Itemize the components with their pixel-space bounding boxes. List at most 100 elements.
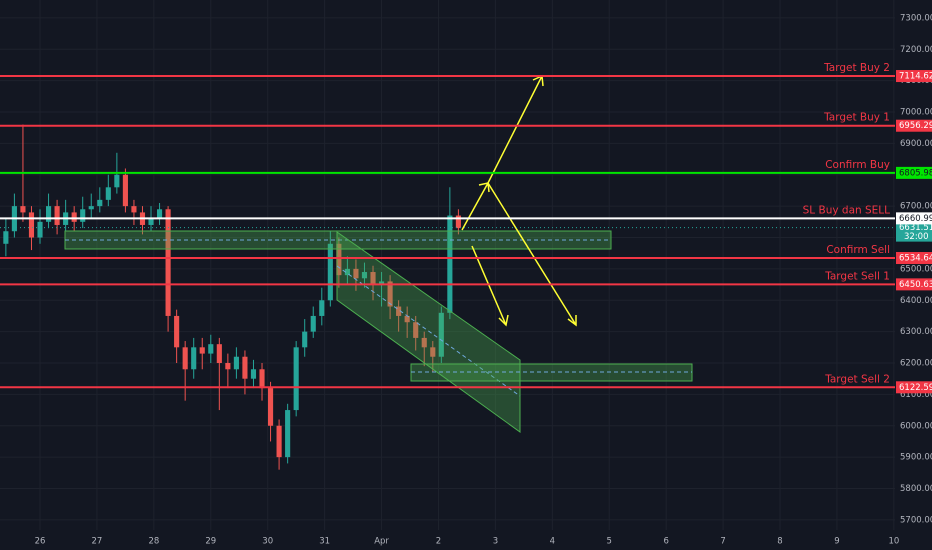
arrows [461, 74, 577, 327]
candle-body [370, 272, 376, 285]
candle-body [259, 369, 265, 389]
candle-body [165, 209, 171, 316]
level-tag-label: 6956.29 [899, 121, 932, 131]
candle-body [413, 322, 419, 338]
level-tag [896, 381, 932, 394]
x-tick-label: 27 [92, 537, 103, 547]
x-tick-label: 30 [262, 537, 273, 547]
candle-body [45, 206, 52, 222]
x-tick-label: 7 [720, 537, 725, 547]
y-tick-label: 6900.00 [900, 139, 932, 149]
candle-body [28, 212, 35, 238]
level-label: Target Sell 1 [824, 270, 890, 282]
level-label: Confirm Buy [825, 159, 890, 171]
x-tick-label: 28 [148, 537, 159, 547]
candle-body [37, 221, 43, 238]
x-tick-label: 5 [607, 537, 612, 547]
arrow [471, 245, 507, 326]
candle-body [336, 243, 342, 276]
x-tick-label: 26 [35, 537, 46, 547]
level-tag [896, 252, 932, 265]
level-tag [896, 119, 932, 132]
y-tick-label: 6700.00 [900, 202, 932, 212]
candle-body [156, 209, 163, 219]
candle-body [455, 215, 461, 229]
level-tag-label: 6660.99 [899, 214, 932, 224]
y-tick-label: 6300.00 [900, 327, 932, 337]
candle-body [88, 206, 94, 210]
candle-body [267, 388, 274, 426]
level-tag-label: 6534.64 [899, 254, 932, 264]
x-tick-label: 9 [834, 537, 839, 547]
y-tick-label: 6400.00 [900, 296, 932, 306]
level-label: Target Buy 1 [823, 112, 890, 124]
levels: Target Buy 2 Target Buy 1 Confirm Buy SL Bu… [0, 62, 895, 389]
level-tag [896, 166, 932, 179]
candle-body [216, 344, 222, 364]
y-tick-label: 6000.00 [900, 421, 932, 431]
candle-body [310, 315, 316, 332]
candle-body [250, 369, 257, 379]
channel [336, 231, 521, 433]
candle-body [353, 268, 359, 279]
x-tick-label: 31 [319, 537, 330, 547]
candle-body [148, 218, 154, 225]
y-tick-label: 7200.00 [900, 45, 932, 55]
x-tick-label: 4 [550, 537, 555, 547]
candle-body [191, 347, 197, 370]
y-tick-label: 6200.00 [900, 359, 932, 369]
candles [3, 124, 461, 470]
candle-body [199, 347, 205, 354]
x-tick-label: 6 [663, 537, 668, 547]
level-tag-label: 6805.98 [899, 168, 932, 178]
candle-body [114, 174, 120, 188]
x-tick-label: 10 [888, 537, 899, 547]
candle-body [122, 174, 128, 207]
candle-body [80, 209, 86, 222]
candle-body [54, 206, 60, 225]
level-tag [896, 278, 932, 291]
candle-body [182, 347, 188, 370]
x-tick-label: Apr [374, 537, 389, 547]
y-tick-label: 6100.00 [900, 390, 932, 400]
x-tick-label: 29 [205, 537, 216, 547]
axis-labels: 5700.00 5800.00 5900.00 6000.00 6100.00 6200.… [0, 13, 932, 547]
candle-body [319, 300, 325, 316]
candle-body [430, 347, 436, 357]
level-label: Confirm Sell [826, 244, 890, 256]
candle-body [208, 344, 214, 354]
x-tick-label: 8 [777, 537, 782, 547]
grid [0, 0, 895, 530]
y-tick-label: 5900.00 [900, 453, 932, 463]
arrow [487, 182, 577, 326]
y-tick-label: 6500.00 [900, 264, 932, 274]
candle-body [131, 206, 137, 213]
candle-body [438, 312, 444, 357]
level-tag-label: 6450.63 [899, 280, 932, 290]
level-tag [896, 70, 932, 83]
candle-body [378, 281, 385, 285]
candle-body [276, 425, 282, 458]
y-tick-label: 5800.00 [900, 484, 932, 494]
candle-body [421, 337, 427, 348]
candle-body [396, 306, 402, 316]
candle-body [447, 215, 453, 313]
x-tick-label: 3 [493, 537, 498, 547]
candle-body [327, 243, 333, 301]
candle-body [20, 206, 26, 213]
arrow-head [567, 315, 577, 327]
candle-body [242, 356, 248, 379]
last-price-label: 6631.51 [899, 223, 932, 233]
candle-body [293, 347, 299, 411]
countdown-label: 32:00 [904, 232, 929, 242]
level-tag-label: 7114.62 [899, 72, 932, 82]
level-label: Target Sell 2 [824, 373, 890, 385]
level-tag [896, 212, 932, 225]
candle-body [71, 212, 77, 222]
candle-body [302, 331, 308, 348]
candle-body [361, 272, 368, 279]
x-tick-label: 2 [436, 537, 441, 547]
level-label: Target Buy 2 [823, 62, 890, 74]
candle-body [344, 268, 350, 276]
candle-body [387, 281, 393, 307]
